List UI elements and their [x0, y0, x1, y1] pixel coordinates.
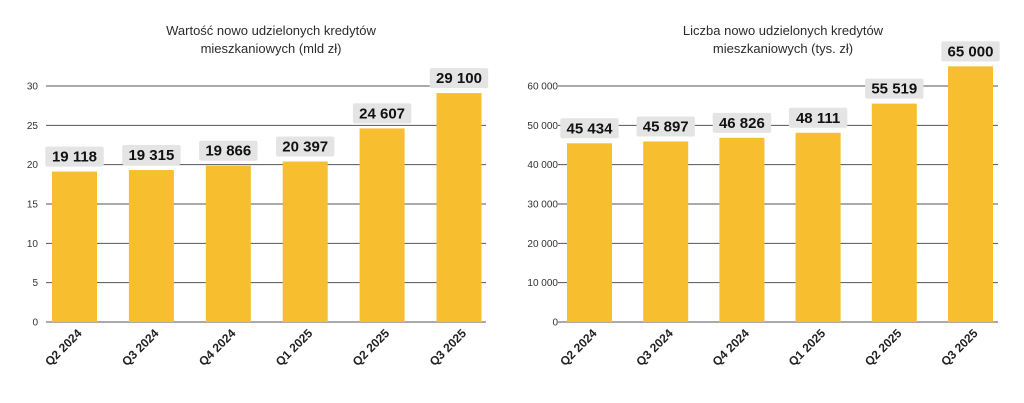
value-label: 45 434 [567, 120, 614, 137]
y-tick-label: 30 [27, 82, 39, 93]
y-tick-label: 20 000 [527, 239, 558, 250]
bar [205, 165, 251, 322]
bar [436, 93, 482, 322]
value-label: 65 000 [948, 43, 994, 60]
value-label: 45 897 [643, 118, 689, 135]
bar [282, 161, 328, 322]
chart-title: Wartość nowo udzielonych kredytów mieszk… [56, 22, 486, 58]
value-label: 20 397 [282, 139, 328, 156]
bar [948, 66, 993, 322]
value-label-box [122, 145, 181, 166]
value-label-box [712, 112, 772, 133]
bar-chart-value: 0 5 10 15 20 25 30 19 118 Q2 2024 19 315 Q3 2024 19… [27, 68, 489, 369]
value-label-box [636, 116, 695, 137]
bar [52, 171, 97, 322]
x-tick-label: Q4 2024 [196, 326, 239, 369]
x-tick-label: Q2 2025 [350, 326, 393, 369]
bar [359, 128, 405, 322]
y-tick-label: 0 [552, 318, 558, 329]
bar [719, 137, 765, 322]
value-label: 19 315 [128, 147, 174, 164]
y-tick-label: 5 [32, 278, 38, 289]
x-tick-label: Q1 2025 [273, 326, 316, 369]
y-tick-label: 10 000 [527, 278, 558, 289]
bar [128, 170, 174, 322]
y-tick-label: 60 000 [527, 82, 558, 93]
value-label-box [941, 41, 1000, 62]
chart-title-line-1: Liczba nowo udzielonych kredytów [682, 23, 884, 38]
value-label-box [788, 107, 848, 128]
y-tick-label: 40 000 [527, 160, 558, 171]
value-label-box [45, 146, 104, 167]
value-label: 19 118 [52, 149, 97, 166]
chart-panel-count: Liczba nowo udzielonych kredytów mieszka… [512, 0, 1024, 403]
chart-title-line-2: mieszkaniowych (mld zł) [200, 41, 342, 56]
y-tick-label: 30 000 [527, 200, 558, 211]
value-label: 46 826 [719, 115, 765, 132]
x-tick-label: Q2 2024 [42, 326, 85, 369]
value-label-box [429, 68, 489, 89]
value-label-box [199, 140, 258, 161]
y-tick-label: 20 [27, 160, 39, 171]
chart-title: Liczba nowo udzielonych kredytów mieszka… [568, 22, 998, 58]
value-label: 24 607 [359, 105, 405, 122]
value-label-box [352, 103, 412, 124]
y-tick-label: 15 [27, 200, 39, 211]
x-tick-label: Q3 2024 [119, 326, 162, 369]
x-tick-label: Q2 2025 [862, 326, 905, 369]
y-tick-label: 10 [27, 239, 39, 250]
x-tick-label: Q2 2024 [557, 326, 600, 369]
value-label: 19 866 [205, 143, 251, 160]
y-tick-label: 0 [32, 318, 38, 329]
chart-panel-value: Wartość nowo udzielonych kredytów mieszk… [27, 22, 489, 369]
bar [871, 103, 917, 322]
x-tick-label: Q3 2024 [633, 326, 676, 369]
x-tick-label: Q4 2024 [710, 326, 753, 369]
bar [795, 132, 841, 322]
x-tick-label: Q1 2025 [786, 326, 829, 369]
chart-title-line-2: mieszkaniowych (tys. zł) [712, 41, 854, 56]
bar [643, 141, 689, 322]
value-label: 29 100 [436, 70, 482, 87]
x-tick-label: Q3 2025 [427, 326, 470, 369]
value-label-box [865, 78, 924, 99]
bar-chart-count: 0 10 000 20 000 30 000 40 000 50 000 60 000 45 … [527, 41, 1000, 369]
x-tick-label: Q3 2025 [938, 326, 981, 369]
value-label-box [276, 136, 335, 157]
y-tick-label: 25 [27, 121, 39, 132]
value-label: 55 519 [871, 81, 917, 98]
chart-title-line-1: Wartość nowo udzielonych kredytów [166, 23, 376, 38]
value-label: 48 111 [796, 110, 840, 127]
value-label-box [560, 118, 619, 139]
y-tick-label: 50 000 [527, 121, 558, 132]
bar [567, 143, 612, 322]
